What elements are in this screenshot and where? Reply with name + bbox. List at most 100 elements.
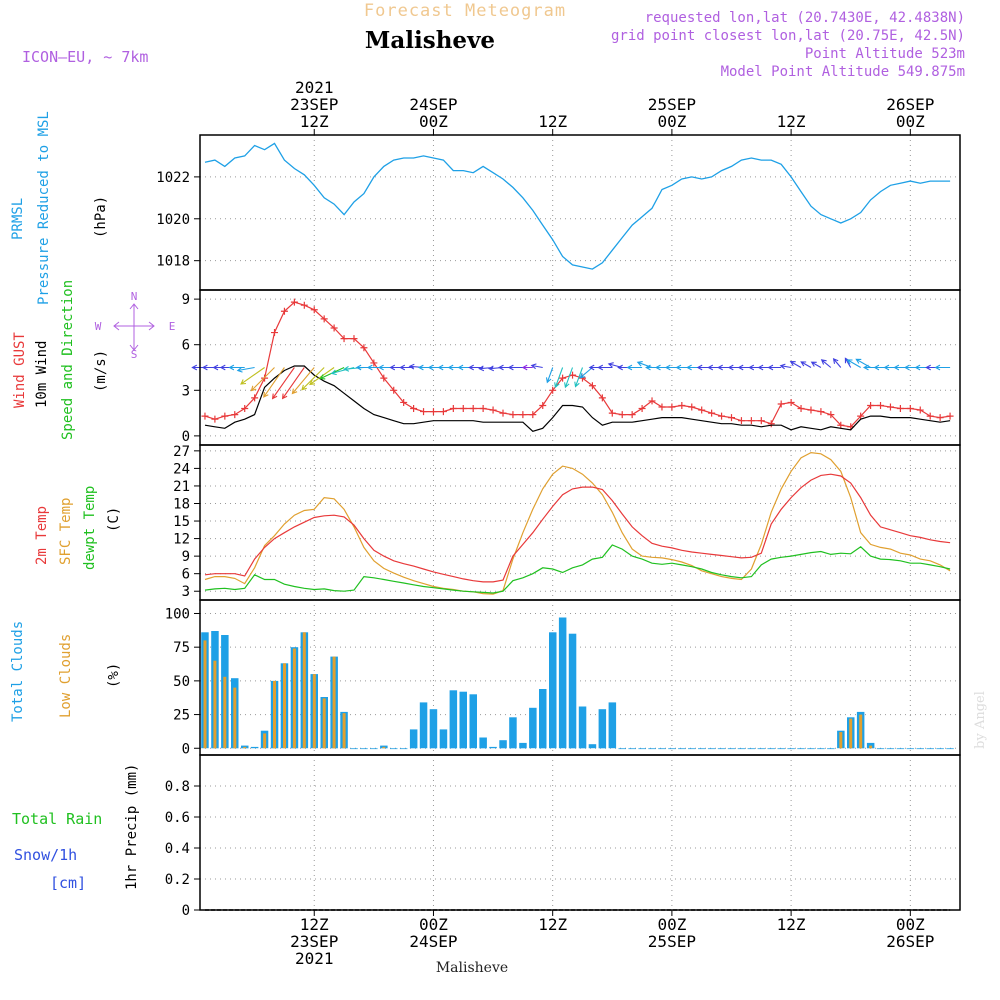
gust-marker	[469, 405, 477, 413]
total-cloud-bar	[439, 729, 448, 749]
wind-ytick-label: 6	[182, 338, 190, 354]
wind-direction-arrow	[579, 367, 593, 379]
time-label: 26SEP	[886, 932, 934, 951]
gust-line	[204, 301, 951, 428]
total-cloud-bar	[628, 748, 636, 750]
wind-direction-arrow	[597, 364, 613, 371]
gust-marker	[688, 403, 696, 411]
total-cloud-bar	[807, 748, 815, 750]
time-label: 00Z	[419, 915, 448, 934]
gust-marker	[439, 408, 447, 416]
wind-direction-arrow	[271, 367, 295, 400]
gust-marker	[340, 335, 348, 343]
gust-marker	[886, 403, 894, 411]
wind-ytick-label: 0	[182, 429, 190, 445]
gust-marker	[608, 409, 616, 417]
time-label: 23SEP	[290, 95, 338, 114]
low-cloud-bar	[342, 713, 346, 749]
total-cloud-bar	[370, 748, 378, 750]
gust-marker	[271, 329, 279, 337]
low-cloud-bar	[263, 733, 267, 749]
gust-marker	[807, 406, 815, 414]
gust-marker	[221, 412, 229, 420]
precip-unit: 1hr Precip (mm)	[124, 764, 140, 890]
temp-ytick-label: 15	[173, 514, 190, 530]
gust-marker	[201, 412, 209, 420]
prmsl-line	[204, 142, 951, 270]
total-cloud-bar	[409, 729, 418, 749]
total-cloud-bar	[926, 748, 934, 750]
total-cloud-bar	[459, 691, 467, 749]
model-altitude: Model Point Altitude 549.875m	[721, 64, 965, 80]
total-cloud-bar	[350, 748, 358, 750]
gust-marker	[251, 394, 259, 402]
temp-ytick-label: 24	[173, 461, 190, 477]
wind-direction-arrow	[507, 364, 523, 371]
cloud-label-1: Total Clouds	[10, 621, 26, 722]
total-cloud-bar	[827, 748, 835, 750]
gust-marker	[857, 412, 865, 420]
gust-marker	[509, 411, 517, 419]
total-cloud-bar	[876, 748, 885, 750]
gust-marker	[489, 406, 497, 414]
total-cloud-bar	[787, 748, 795, 750]
wind-direction-arrow	[832, 358, 842, 368]
wind-direction-arrow	[281, 367, 305, 400]
low-cloud-bar	[243, 746, 247, 749]
wind-direction-arrow	[250, 367, 275, 392]
gust-marker	[588, 382, 596, 390]
precip-labels: Total Rain Snow/1h [cm] 1hr Precip (mm)	[12, 764, 140, 892]
wind-direction-arrow	[545, 367, 554, 384]
temp-ytick-label: 18	[173, 496, 190, 512]
temp-label-3: dewpt Temp	[82, 486, 98, 570]
gust-marker	[231, 411, 239, 419]
precip-frame	[199, 754, 961, 911]
temp-ytick-label: 27	[173, 444, 190, 460]
gust-marker	[280, 307, 288, 315]
time-label: 26SEP	[886, 95, 934, 114]
pressure-labels: PRMSL Pressure Reduced to MSL (hPa)	[10, 111, 109, 305]
total-cloud-bar	[539, 689, 547, 749]
total-cloud-bar	[469, 694, 477, 749]
total-cloud-bar	[558, 617, 567, 749]
gust-marker	[380, 374, 388, 382]
gust-marker	[410, 405, 418, 413]
gust-marker	[618, 411, 626, 419]
total-cloud-bar	[717, 748, 726, 750]
total-cloud-bar	[399, 748, 408, 750]
low-cloud-bar	[332, 656, 336, 749]
total-cloud-bar	[777, 748, 785, 750]
wind-labels: Wind GUST 10m Wind Speed and Direction (…	[12, 280, 175, 440]
total-cloud-bar	[707, 748, 716, 750]
precip-ytick-label: 0.2	[165, 872, 190, 888]
pressure-ytick-label: 1020	[156, 212, 190, 228]
time-label: 23SEP	[290, 932, 338, 951]
wind-unit: (m/s)	[93, 350, 109, 392]
wind-ytick-label: 3	[182, 383, 190, 399]
total-cloud-bar	[658, 748, 666, 750]
wind-direction-arrow	[228, 364, 245, 371]
cloud-label-2: Low Clouds	[58, 634, 74, 718]
wind-direction-arrow	[820, 359, 832, 368]
gust-marker	[867, 401, 875, 409]
gust-marker	[757, 417, 765, 425]
wind-speed-line	[204, 365, 951, 432]
temp-2m-line	[204, 473, 951, 583]
precip-ytick-label: 0.6	[165, 810, 190, 826]
total-cloud-bar	[886, 748, 895, 750]
total-cloud-bar	[608, 702, 617, 749]
wind-direction-arrow	[846, 359, 861, 368]
total-cloud-bar	[360, 748, 368, 750]
gust-marker	[658, 403, 666, 411]
gust-marker	[777, 400, 785, 408]
gust-marker	[767, 420, 775, 428]
wind-direction-arrow	[530, 363, 543, 370]
low-cloud-bar	[859, 714, 863, 749]
pressure-label-2: Pressure Reduced to MSL	[36, 111, 52, 305]
wind-direction-arrow	[626, 364, 643, 371]
precip-ytick-label: 0.4	[165, 841, 190, 857]
gust-marker	[837, 421, 845, 429]
time-label: 12Z	[538, 112, 567, 131]
gust-marker	[817, 408, 825, 416]
pressure-ytick-label: 1022	[156, 170, 190, 186]
